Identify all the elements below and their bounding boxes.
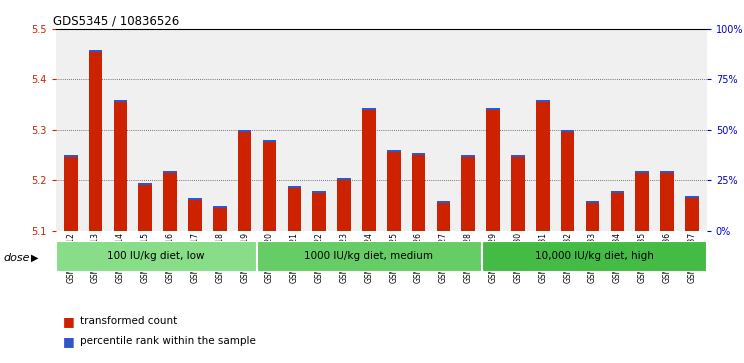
Bar [635,172,649,231]
Bar [163,172,177,231]
Bar [287,188,301,231]
Bar [362,107,376,110]
Bar [138,185,152,231]
Bar [337,180,351,231]
Bar [337,178,351,180]
Bar [114,102,127,231]
Bar [411,153,426,155]
Bar [89,50,103,52]
Bar [213,208,227,231]
Bar [536,102,550,231]
Bar [611,193,624,231]
Bar [387,152,400,231]
Bar [685,198,699,231]
Bar [635,171,649,172]
Bar [437,201,450,203]
Bar [362,110,376,231]
Bar [482,241,706,271]
Bar [660,171,674,172]
Text: ▶: ▶ [31,253,39,263]
Bar [64,155,77,158]
Bar [586,201,600,203]
Text: 100 IU/kg diet, low: 100 IU/kg diet, low [107,251,205,261]
Bar [57,241,256,271]
Bar [437,203,450,231]
Bar [257,241,481,271]
Bar [213,206,227,208]
Text: percentile rank within the sample: percentile rank within the sample [80,336,256,346]
Bar [487,107,500,110]
Text: 1000 IU/kg diet, medium: 1000 IU/kg diet, medium [304,251,433,261]
Bar [536,100,550,102]
Bar [114,100,127,102]
Bar [89,52,103,231]
Bar [561,132,574,231]
Bar [561,130,574,132]
Bar [238,130,251,132]
Bar [685,196,699,198]
Bar [586,203,600,231]
Bar [511,158,525,231]
Text: ■: ■ [63,335,75,348]
Text: GDS5345 / 10836526: GDS5345 / 10836526 [53,15,179,28]
Bar [411,155,426,231]
Bar [487,110,500,231]
Bar [64,158,77,231]
Bar [287,186,301,188]
Bar [263,140,276,142]
Text: transformed count: transformed count [80,316,178,326]
Text: 10,000 IU/kg diet, high: 10,000 IU/kg diet, high [535,251,653,261]
Bar [238,132,251,231]
Bar [511,155,525,158]
Text: dose: dose [4,253,31,263]
Bar [163,171,177,172]
Text: ■: ■ [63,315,75,328]
Bar [138,183,152,185]
Bar [461,158,475,231]
Bar [263,142,276,231]
Bar [611,191,624,193]
Bar [188,198,202,200]
Bar [387,150,400,152]
Bar [660,172,674,231]
Bar [188,200,202,231]
Bar [461,155,475,158]
Bar [312,193,326,231]
Bar [312,191,326,193]
